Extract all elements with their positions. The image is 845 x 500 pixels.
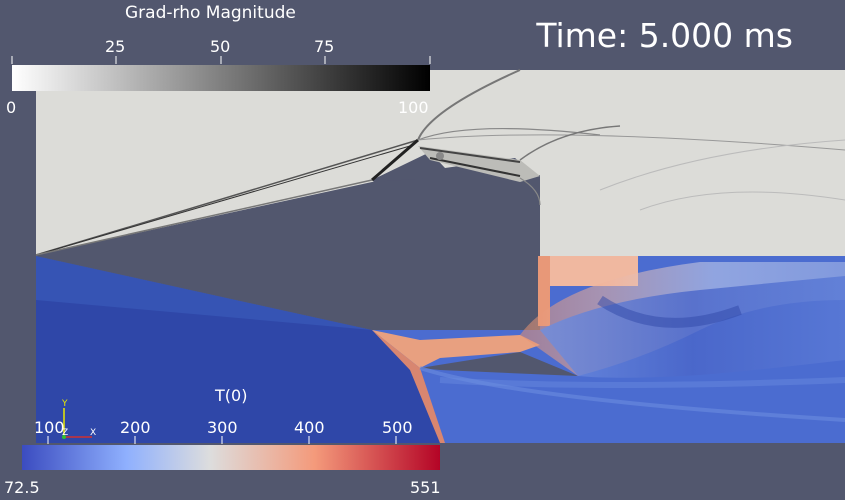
temperature-tick-100: 100 [34,418,65,437]
grad-rho-min-label: 0 [6,98,17,117]
axis-y-label: Y [62,399,68,409]
axes-triad [62,408,92,439]
grad-rho-tick-50: 50 [210,37,231,56]
time-label: Time: 5.000 ms [536,16,793,55]
grad-rho-tick-75: 75 [314,37,335,56]
axis-x-label: X [90,428,97,438]
temperature-field [36,256,845,443]
temperature-min-label: 72.5 [4,478,40,497]
temperature-tick-400: 400 [294,418,325,437]
grad-rho-ticks [11,56,431,64]
grad-rho-legend-title: Grad-rho Magnitude [125,3,296,23]
temperature-colorbar [22,445,440,470]
temperature-tick-300: 300 [207,418,238,437]
temperature-ticks [47,436,397,444]
temperature-tick-500: 500 [382,418,413,437]
grad-rho-tick-25: 25 [105,37,126,56]
grad-rho-colorbar [12,65,430,91]
grad-rho-max-label: 100 [398,98,429,117]
temperature-legend-title: T(0) [215,386,248,405]
temperature-max-label: 551 [410,478,441,497]
grad-rho-field [35,69,845,256]
temperature-tick-200: 200 [120,418,151,437]
axis-z-label: Z [62,428,69,438]
